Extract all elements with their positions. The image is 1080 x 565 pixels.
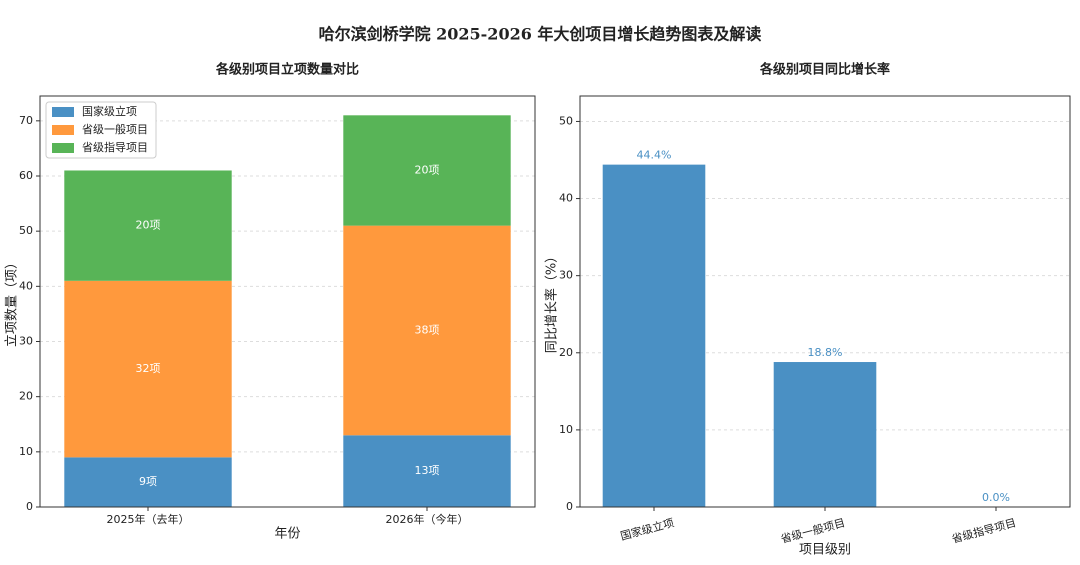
value-label: 44.4% bbox=[637, 149, 672, 162]
bar-segment bbox=[64, 280, 232, 458]
value-label: 38项 bbox=[415, 323, 440, 336]
y-tick-label: 50 bbox=[19, 224, 33, 237]
bar bbox=[773, 362, 877, 507]
legend-label: 国家级立项 bbox=[82, 104, 137, 118]
x-tick-label: 省级指导项目 bbox=[950, 515, 1017, 546]
legend-label: 省级一般项目 bbox=[82, 123, 148, 136]
value-label: 9项 bbox=[139, 475, 157, 488]
value-label: 20项 bbox=[136, 219, 161, 232]
y-axis-label: 立项数量（项） bbox=[5, 256, 20, 347]
y-tick-label: 20 bbox=[559, 346, 573, 359]
x-axis-label: 项目级别 bbox=[799, 543, 851, 558]
x-axis-label: 年份 bbox=[274, 527, 300, 542]
y-tick-label: 40 bbox=[559, 192, 573, 205]
bar bbox=[602, 164, 706, 507]
value-label: 0.0% bbox=[982, 491, 1010, 504]
y-tick-label: 30 bbox=[19, 334, 33, 347]
chart-title: 各级别项目同比增长率 bbox=[759, 62, 890, 78]
legend-label: 省级指导项目 bbox=[82, 140, 148, 154]
bar-segment bbox=[64, 457, 232, 507]
bar-segment bbox=[64, 170, 232, 281]
y-tick-label: 50 bbox=[559, 114, 573, 127]
bar-segment bbox=[343, 435, 511, 507]
y-tick-label: 30 bbox=[559, 269, 573, 282]
y-tick-label: 20 bbox=[19, 390, 33, 403]
value-label: 20项 bbox=[415, 163, 440, 176]
y-tick-label: 40 bbox=[19, 279, 33, 292]
y-tick-label: 0 bbox=[26, 500, 33, 513]
chart-title: 各级别项目立项数量对比 bbox=[215, 62, 359, 78]
y-tick-label: 10 bbox=[559, 423, 573, 436]
axes-frame bbox=[579, 95, 1071, 508]
x-tick-label: 2025年（去年） bbox=[107, 512, 190, 526]
y-tick-label: 60 bbox=[19, 169, 33, 182]
x-tick-label: 国家级立项 bbox=[619, 515, 676, 543]
bar-segment bbox=[343, 115, 511, 226]
axes-frame bbox=[39, 95, 536, 508]
x-tick-label: 2026年（今年） bbox=[386, 512, 469, 526]
legend-swatch bbox=[52, 143, 74, 153]
legend-swatch bbox=[52, 125, 74, 135]
bar-segment bbox=[343, 225, 511, 436]
y-tick-label: 10 bbox=[19, 445, 33, 458]
value-label: 32项 bbox=[136, 362, 161, 375]
y-tick-label: 0 bbox=[566, 500, 573, 513]
value-label: 13项 bbox=[415, 464, 440, 477]
y-axis-label: 同比增长率（%） bbox=[544, 250, 560, 353]
legend-swatch bbox=[52, 107, 74, 117]
x-tick-label: 省级一般项目 bbox=[779, 516, 846, 546]
y-tick-label: 70 bbox=[19, 114, 33, 127]
value-label: 18.8% bbox=[808, 346, 843, 359]
page-title: 哈尔滨剑桥学院 2025-2026 年大创项目增长趋势图表及解读 bbox=[319, 25, 762, 44]
